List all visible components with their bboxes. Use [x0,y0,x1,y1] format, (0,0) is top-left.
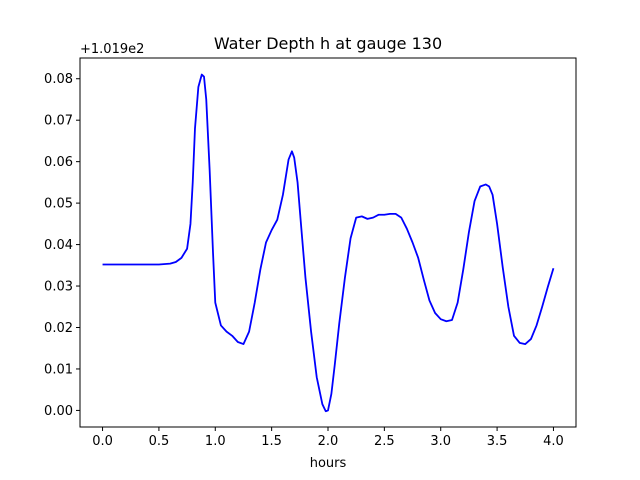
y-tick-label: 0.07 [44,114,73,129]
x-tick-label: 1.0 [205,434,226,449]
plot-frame [79,57,577,428]
x-tick-label: 3.0 [430,434,451,449]
x-axis: 0.0 0.5 1.0 1.5 2.0 2.5 3.0 3.5 4.0 [92,427,564,449]
y-tick-label: 0.08 [44,72,73,87]
y-tick-label: 0.03 [44,280,73,295]
y-tick-label: 0.06 [44,155,73,170]
x-tick-label: 1.5 [261,434,282,449]
x-axis-label: hours [310,456,347,471]
y-tick-label: 0.05 [44,197,73,212]
x-tick-label: 2.0 [318,434,339,449]
series-line-0 [102,73,555,413]
y-tick-label: 0.02 [44,321,73,336]
chart-title: Water Depth h at gauge 130 [214,34,442,53]
x-tick-label: 0.0 [92,434,113,449]
y-offset-label: +1.019e2 [80,42,144,57]
x-tick-label: 3.5 [487,434,508,449]
y-tick-label: 0.01 [44,362,73,377]
x-tick-label: 0.5 [149,434,170,449]
x-tick-label: 2.5 [374,434,395,449]
plot-area [79,57,577,428]
y-axis: 0.00 0.01 0.02 0.03 0.04 0.05 0.06 0.07 0.08 [44,72,80,419]
y-tick-label: 0.04 [44,238,73,253]
x-tick-label: 4.0 [543,434,564,449]
y-tick-label: 0.00 [44,404,73,419]
